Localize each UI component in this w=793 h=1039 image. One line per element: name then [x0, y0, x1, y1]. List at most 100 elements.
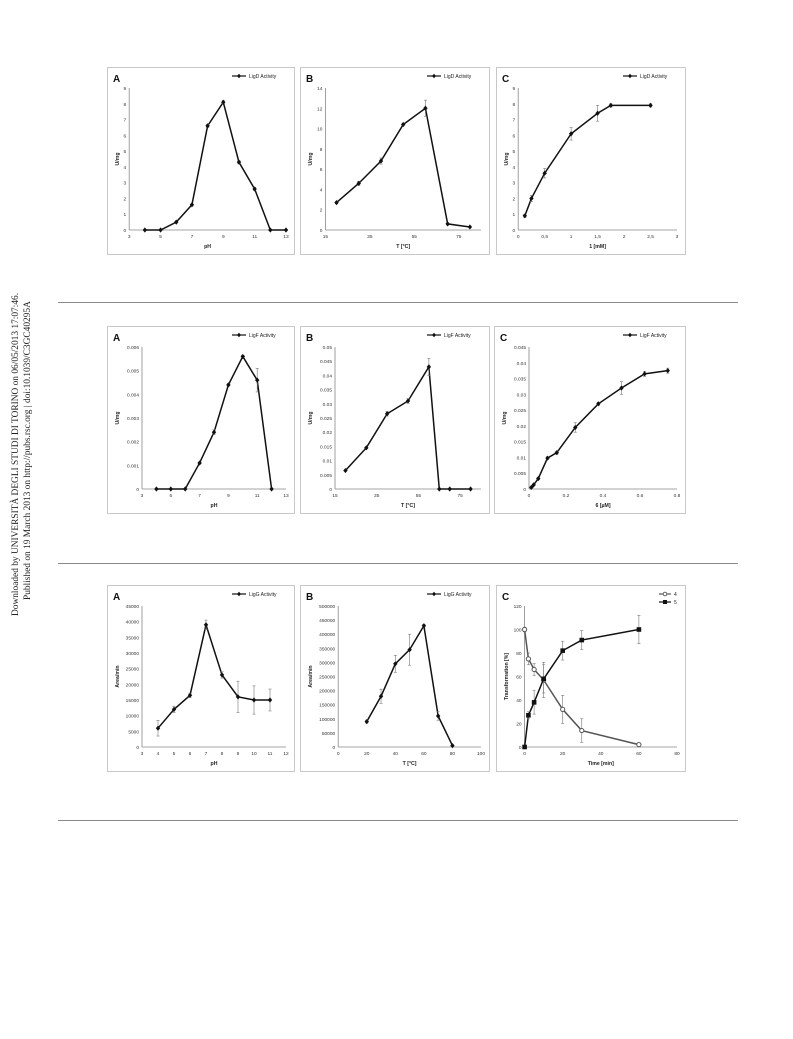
data-point: [560, 648, 565, 653]
y-tick-label: 300000: [319, 660, 335, 666]
x-tick-label: 3: [676, 234, 679, 240]
chart-row2-B: B 0 0.005 0.01 0.015 0.02 0.025 0.03 0.035 0.04 0.…: [306, 332, 481, 509]
x-tick-label: 12: [283, 751, 289, 757]
data-point: [636, 627, 642, 632]
x-axis-label: 6 [µM]: [595, 503, 610, 509]
y-tick-label: 0.045: [320, 359, 332, 365]
x-tick-label: 40: [598, 751, 604, 757]
series-line-1: [344, 364, 471, 490]
x-tick-label: 13: [283, 234, 289, 240]
x-tick-label: 10: [251, 751, 257, 757]
y-tick-label: 10: [317, 127, 323, 133]
y-tick-label: 4: [124, 165, 127, 171]
y-tick-label: 8: [124, 102, 127, 108]
x-axis-label: Time [min]: [588, 761, 614, 767]
data-point: [268, 227, 273, 233]
x-tick-label: 60: [636, 751, 642, 757]
series-line-1: [157, 621, 270, 729]
x-tick-label: 75: [457, 493, 463, 499]
y-tick-label: 5000: [128, 729, 139, 735]
y-tick-label: 100000: [319, 717, 335, 723]
x-tick-label: 2,5: [647, 234, 654, 240]
x-tick-label: 20: [560, 751, 566, 757]
legend-marker: [628, 73, 632, 79]
x-tick-label: 9: [222, 234, 225, 240]
y-tick-label: 0: [136, 487, 139, 493]
data-point: [573, 424, 578, 431]
x-axis-label: pH: [211, 503, 218, 509]
data-point: [450, 742, 455, 749]
y-tick-label: 45000: [126, 604, 140, 610]
chart-row3-A: A 0 5000 10000 15000 20000 25000 30000 35000 4000…: [113, 591, 289, 767]
data-point: [384, 411, 390, 417]
data-point: [525, 656, 532, 662]
y-tick-label: 7: [513, 118, 516, 124]
panel-letter: C: [502, 74, 509, 85]
x-tick-label: 7: [205, 751, 208, 757]
section-divider: [58, 302, 738, 303]
x-tick-label: 35: [374, 493, 380, 499]
y-tick-label: 30000: [126, 651, 140, 657]
x-tick-label: 55: [416, 493, 422, 499]
figure-panel-row2-C: C 0 0.005 0.01 0.015 0.02 0.025 0.03 0.035 0.04 0.…: [494, 326, 686, 514]
y-tick-label: 0.003: [127, 416, 139, 422]
data-point: [531, 700, 537, 705]
figure-panel-row1-A: A 0 1 2 3 4 5 6 7 8 9 3 5 7 9 11 13 pH U/mg LigD Activity: [107, 67, 295, 255]
y-tick-label: 0.02: [323, 430, 333, 436]
legend-label: LigD Activity: [444, 74, 472, 80]
panel-letter: B: [306, 74, 313, 85]
series-line-1: [144, 100, 286, 231]
series-line-1: [156, 354, 273, 490]
y-tick-label: 0.025: [514, 408, 526, 414]
data-point: [526, 712, 531, 718]
y-tick-label: 0: [513, 228, 516, 234]
y-tick-label: 8: [320, 147, 323, 153]
panel-letter: C: [500, 333, 507, 344]
y-tick-label: 3: [513, 181, 516, 187]
y-tick-label: 0.035: [320, 388, 332, 394]
x-tick-label: 80: [674, 751, 680, 757]
download-note-line2: Published on 19 March 2013 on http://pub…: [23, 301, 33, 600]
legend-label: 5: [674, 600, 677, 606]
y-tick-label: 0.002: [127, 440, 139, 446]
x-tick-label: 4: [157, 751, 160, 757]
x-tick-label: 3: [141, 493, 144, 499]
x-tick-label: 2: [623, 234, 626, 240]
x-axis-label: T [°C]: [396, 244, 410, 250]
y-axis-label: U/mg: [115, 153, 121, 166]
legend-label: LigD Activity: [249, 74, 277, 80]
y-tick-label: 0: [333, 745, 336, 751]
x-tick-label: 0,5: [541, 234, 548, 240]
data-point: [642, 371, 647, 377]
x-axis-label: 1 [mM]: [589, 244, 606, 250]
data-point: [183, 486, 188, 492]
chart-row3-B: B 0 50000 100000 150000 200000 250000 300000 350…: [306, 591, 485, 767]
data-point: [608, 102, 614, 108]
data-point: [619, 385, 624, 391]
y-tick-label: 0.05: [323, 345, 333, 351]
data-point: [529, 195, 534, 202]
chart-row2-A: A 0 0.001 0.002 0.003 0.004 0.005 0.006 3 5 7 9 11 13…: [113, 332, 289, 509]
x-tick-label: 11: [252, 234, 257, 240]
y-tick-label: 8: [513, 102, 516, 108]
y-tick-label: 0.03: [517, 392, 527, 398]
data-point: [283, 227, 289, 233]
legend-marker: [432, 591, 436, 597]
chart-row1-B: B 0 2 4 6 8 10 12 14 15 35 55 75 T [°C] U/mg LigD Activ…: [306, 73, 481, 250]
data-point: [197, 460, 202, 466]
y-tick-label: 50000: [322, 731, 336, 737]
y-tick-label: 150000: [319, 703, 335, 709]
data-point: [154, 486, 159, 492]
data-point: [267, 697, 273, 703]
panel-letter: A: [113, 74, 120, 85]
data-point: [531, 482, 536, 488]
y-tick-label: 0.025: [320, 416, 332, 422]
y-tick-label: 25000: [126, 667, 140, 673]
x-tick-label: 80: [450, 751, 456, 757]
x-tick-label: 20: [364, 751, 370, 757]
y-tick-label: 250000: [319, 675, 335, 681]
legend-marker: [432, 73, 436, 79]
figure-panel-row3-A: A 0 5000 10000 15000 20000 25000 30000 35000 4000…: [107, 585, 295, 772]
data-point: [203, 622, 209, 628]
data-point: [468, 486, 473, 492]
